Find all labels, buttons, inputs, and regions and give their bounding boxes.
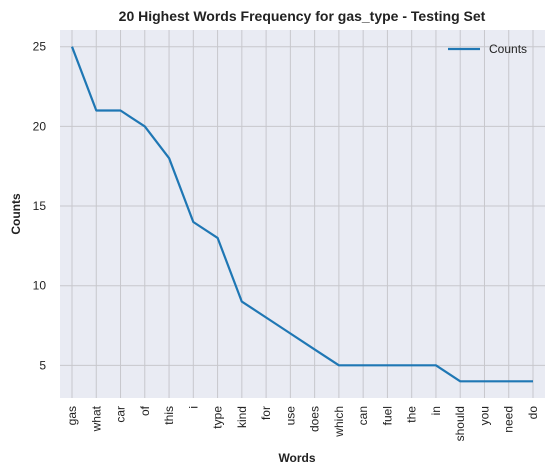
- series-line-counts: [70, 46, 533, 383]
- x-axis-label: Words: [278, 451, 315, 465]
- y-tick-label: 20: [33, 119, 47, 133]
- x-tick-label-for: for: [259, 406, 273, 420]
- x-tick-label-you: you: [477, 406, 491, 425]
- y-axis-label: Counts: [9, 193, 23, 235]
- x-tick-label-gas: gas: [65, 406, 79, 425]
- x-tick-label-do: do: [526, 406, 540, 420]
- x-ticks: gas what car of this i type kind for use does which…: [65, 405, 540, 441]
- x-tick-label-which: which: [332, 406, 346, 438]
- x-tick-label-car: car: [114, 406, 128, 423]
- y-tick-label: 15: [33, 199, 47, 213]
- x-tick-label-of: of: [138, 405, 152, 416]
- x-tick-label-type: type: [211, 406, 225, 429]
- grid: [60, 30, 545, 398]
- x-tick-label-use: use: [283, 406, 297, 426]
- y-ticks: 5 10 15 20 25: [33, 40, 47, 373]
- x-tick-label-fuel: fuel: [380, 406, 394, 425]
- x-tick-label-does: does: [308, 406, 322, 432]
- x-tick-label-need: need: [502, 406, 516, 433]
- y-tick-label: 10: [33, 279, 47, 293]
- legend: Counts: [448, 42, 527, 56]
- chart-title: 20 Highest Words Frequency for gas_type …: [119, 8, 486, 24]
- x-tick-label-what: what: [89, 405, 103, 432]
- x-tick-label-i: i: [186, 406, 200, 409]
- x-tick-label-should: should: [453, 406, 467, 441]
- x-tick-label-kind: kind: [235, 406, 249, 428]
- plot-area: [60, 30, 545, 398]
- x-tick-label-can: can: [356, 406, 370, 425]
- y-tick-label: 25: [33, 40, 47, 54]
- x-tick-label-this: this: [162, 406, 176, 425]
- x-tick-label-the: the: [405, 406, 419, 423]
- y-tick-label: 5: [39, 358, 46, 372]
- x-tick-label-in: in: [429, 406, 443, 415]
- legend-label-counts: Counts: [489, 42, 527, 56]
